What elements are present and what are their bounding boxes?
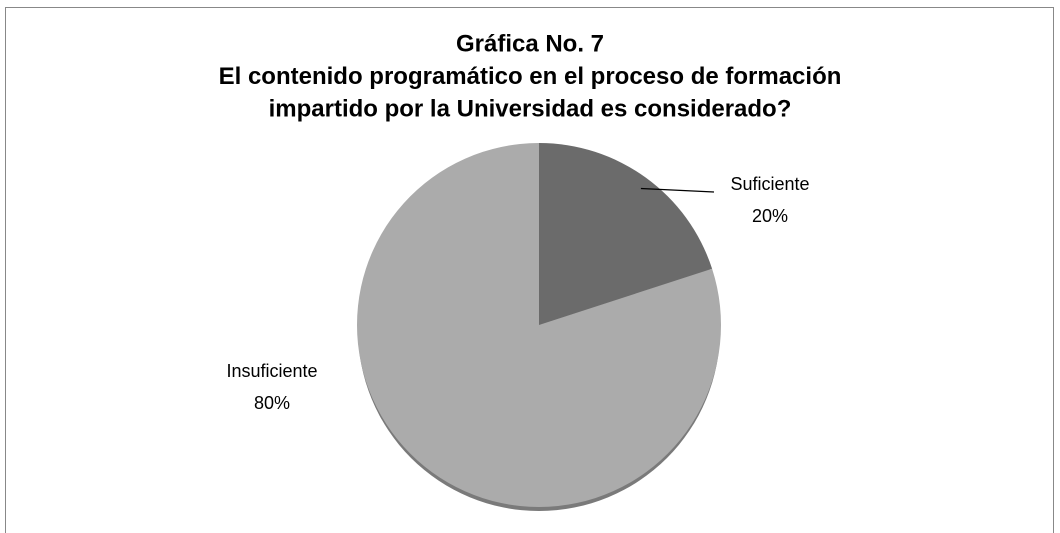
pie-slice xyxy=(539,143,713,325)
slice-value-label: 80% xyxy=(254,393,290,413)
chart-title: El contenido programático en el proceso … xyxy=(219,63,842,90)
slice-label: Suficiente xyxy=(730,174,809,194)
slice-label: Insuficiente xyxy=(226,361,317,381)
title-group: Gráfica No. 7 El contenido programático e… xyxy=(219,30,842,122)
chart-title: Gráfica No. 7 xyxy=(456,30,604,57)
slice-value-label: 20% xyxy=(752,206,788,226)
pie-slice xyxy=(357,143,722,508)
leader-line xyxy=(640,187,715,193)
chart-title: impartido por la Universidad es consider… xyxy=(269,95,792,122)
chart-frame xyxy=(5,7,1054,533)
pie: Suficiente 20% Insuficiente 80% xyxy=(226,143,810,508)
